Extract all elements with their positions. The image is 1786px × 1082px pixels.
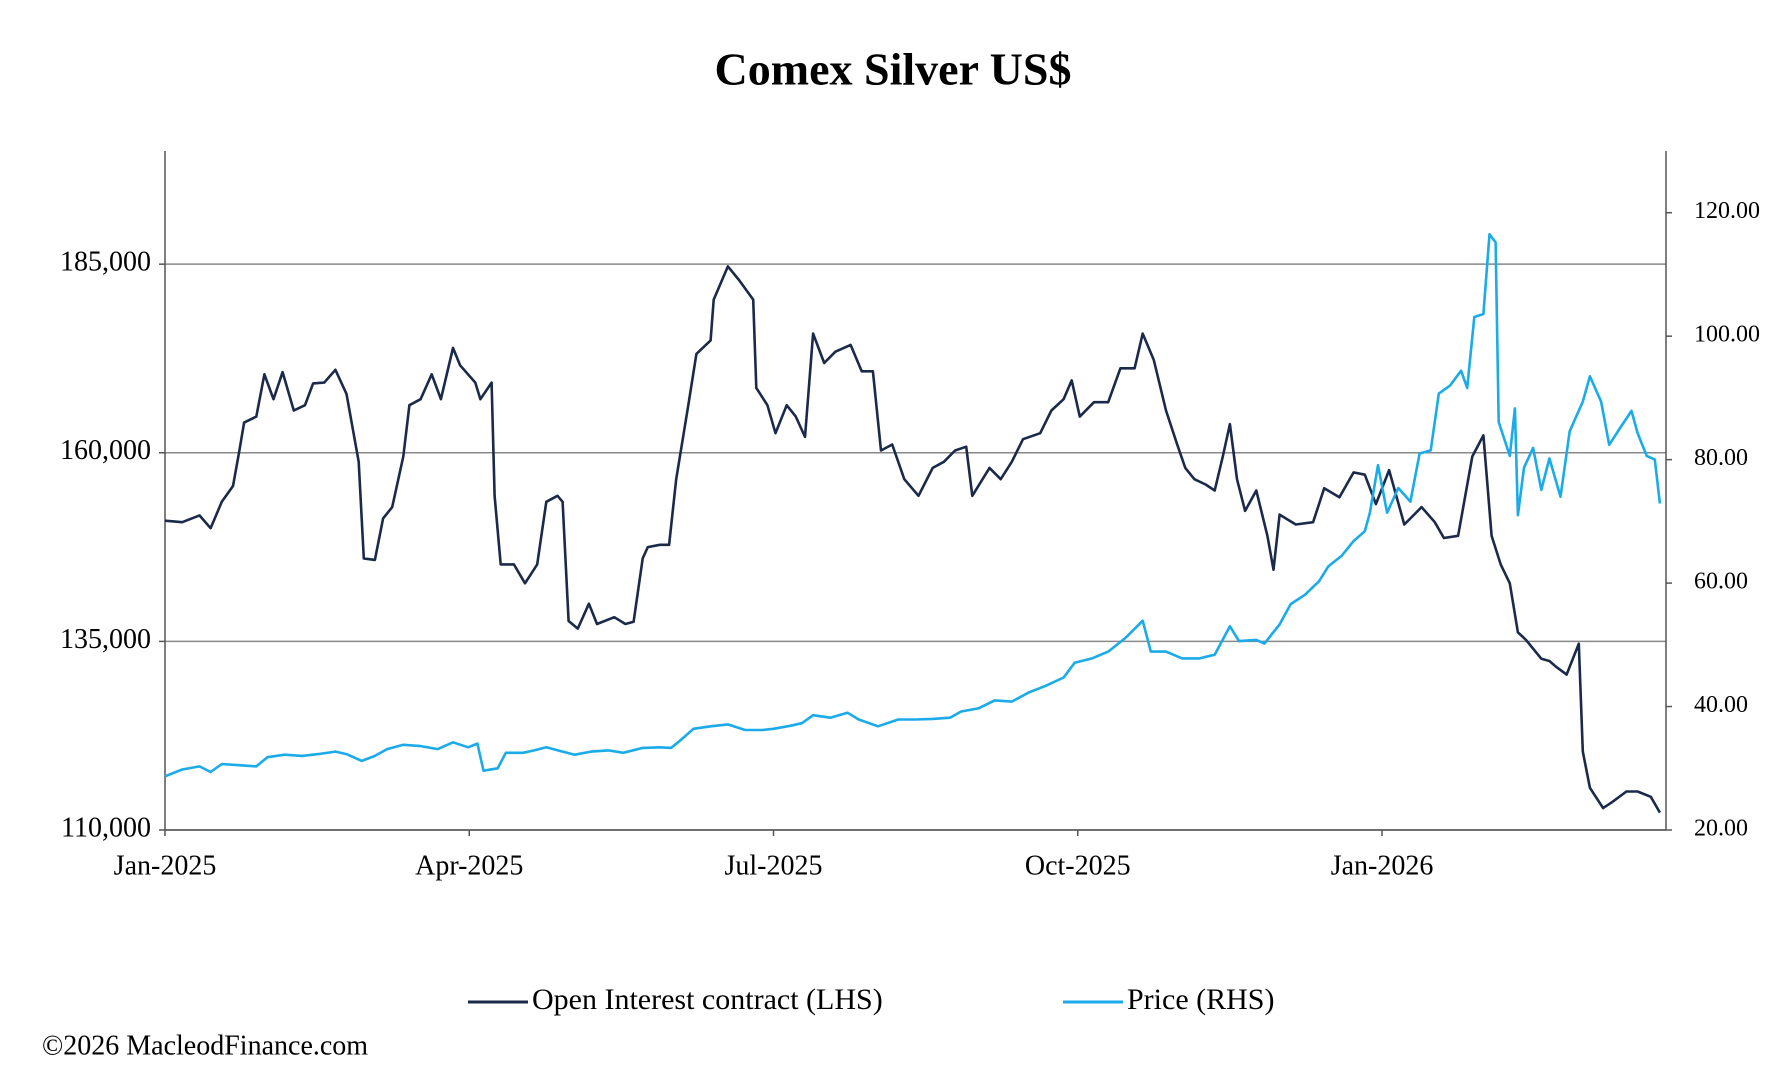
x-tick-label: Jan-2026 bbox=[1331, 850, 1434, 881]
y-tick-label: 160,000 bbox=[60, 435, 151, 466]
y2-tick-label: 120.00 bbox=[1694, 198, 1760, 224]
x-tick-label: Apr-2025 bbox=[415, 850, 523, 881]
y2-tick-label: 40.00 bbox=[1694, 692, 1748, 718]
x-tick-label: Jan-2025 bbox=[114, 850, 217, 881]
legend-label: Price (RHS) bbox=[1127, 983, 1274, 1016]
y2-tick-label: 80.00 bbox=[1694, 445, 1748, 471]
footer: ©2026 MacleodFinance.com bbox=[42, 1030, 368, 1061]
legend-label: Open Interest contract (LHS) bbox=[532, 983, 883, 1016]
y2-tick-label: 100.00 bbox=[1694, 322, 1760, 348]
x-tick-label: Jul-2025 bbox=[725, 850, 823, 881]
y-tick-label: 185,000 bbox=[60, 247, 151, 278]
y-tick-label: 135,000 bbox=[60, 624, 151, 655]
y-tick-label: 110,000 bbox=[61, 812, 151, 843]
y2-tick-label: 60.00 bbox=[1694, 569, 1748, 595]
series-line bbox=[164, 233, 1662, 778]
x-tick-label: Oct-2025 bbox=[1025, 850, 1131, 881]
series-line bbox=[164, 265, 1662, 814]
chart-title: Comex Silver US$ bbox=[715, 44, 1072, 95]
y2-tick-label: 20.00 bbox=[1694, 816, 1748, 842]
